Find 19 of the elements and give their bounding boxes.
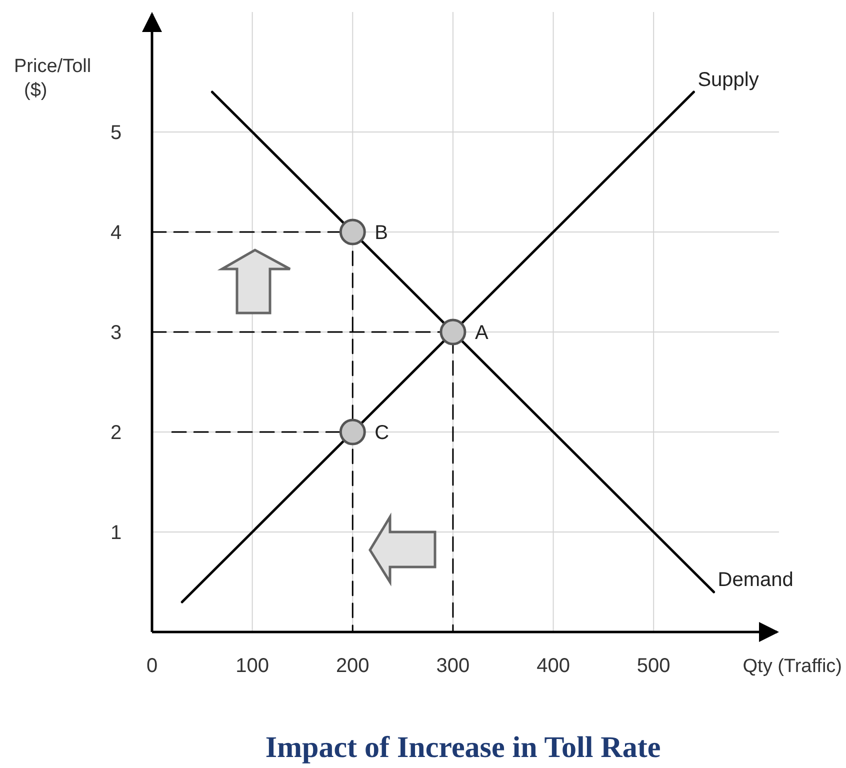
text: Impact of Increase in Toll Rate [265,731,661,764]
x-tick-label: 0 [146,655,158,677]
x-tick-label: 200 [336,655,370,677]
x-tick-label: 300 [436,655,470,677]
series-label: Demand [718,569,794,591]
y-tick-label: 4 [110,222,122,244]
x-tick-label: 100 [236,655,270,677]
annotation: A [474,322,489,344]
annotation: C [374,422,390,444]
x-axis-title: Qty (Traffic) [742,656,842,677]
y-tick-label: 2 [110,422,122,444]
y-tick-label: 1 [110,522,122,544]
x-tick-label: 500 [636,655,670,677]
y-tick-label: 3 [110,322,122,344]
series-label: Supply [698,69,759,91]
x-tick-label: 400 [536,655,570,677]
annotation: B [374,222,388,244]
y-axis-title: Price/Toll ($) [14,56,92,101]
y-tick-label: 5 [110,122,122,144]
